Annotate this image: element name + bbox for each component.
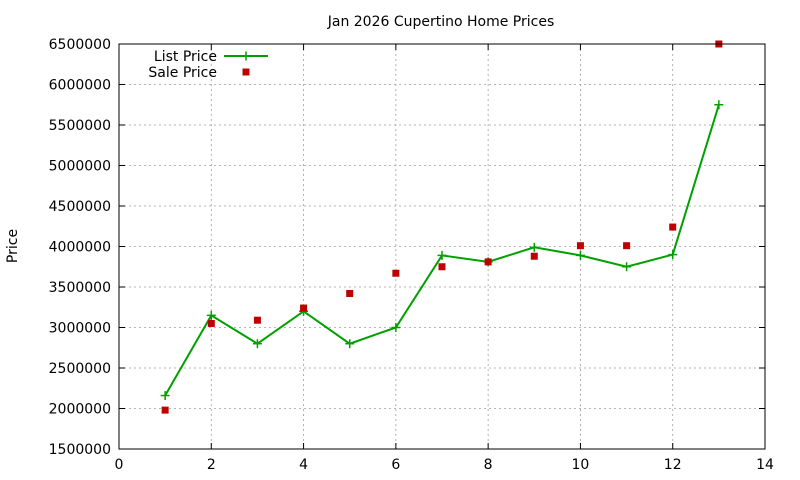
data-point [160,391,170,401]
data-point [207,319,215,327]
y-tick-label: 3000000 [49,321,111,337]
data-point [206,310,216,320]
data-point [300,304,308,312]
data-point [668,250,678,260]
data-point [530,252,538,260]
y-tick-label: 5500000 [49,118,111,134]
grid [119,44,765,449]
data-point [252,339,262,349]
data-point [253,316,261,324]
y-tick-label: 6500000 [49,37,111,53]
plot-frame [118,43,766,450]
y-tick-label: 4000000 [49,240,111,256]
axis-ticks: 0 2 4 6 8 10 12 14 1500000 2000000 2500000 3000000 3… [49,37,774,473]
x-tick-label: 10 [572,457,590,473]
data-point [161,406,169,414]
y-tick-label: 4500000 [49,199,111,215]
data-point [529,242,539,252]
data-point [437,250,447,260]
data-point [576,242,584,250]
data-point [484,258,492,266]
series-line [164,104,720,397]
data-point [622,262,632,272]
legend-entry-label: Sale Price [148,65,217,81]
series-0 [160,100,724,401]
data-point [391,323,401,332]
x-tick-label: 8 [484,457,493,473]
data-point [392,269,400,277]
x-tick-label: 6 [391,457,400,473]
data-point [623,242,631,250]
y-tick-label: 1500000 [49,442,111,458]
legend-point-swatch [242,68,250,76]
data-point [438,263,446,271]
y-tick-label: 2500000 [49,361,111,377]
data-point [669,223,677,231]
x-tick-label: 2 [207,457,216,473]
x-tick-label: 0 [115,457,124,473]
legend-entry-label: List Price [154,49,217,65]
data-point [346,289,354,297]
legend-point-swatch [241,51,251,61]
y-tick-label: 5000000 [49,159,111,175]
data-point [575,250,585,260]
series-1 [161,40,723,414]
x-tick-label: 14 [756,457,774,473]
series [160,40,724,414]
x-tick-label: 4 [299,457,308,473]
y-tick-label: 6000000 [49,78,111,94]
data-point [345,339,355,349]
x-tick-label: 12 [664,457,682,473]
y-tick-label: 2000000 [49,402,111,418]
chart-title: Jan 2026 Cupertino Home Prices [327,14,555,30]
data-point [714,100,724,110]
y-tick-label: 3500000 [49,280,111,296]
y-axis-label: Price [5,229,21,263]
